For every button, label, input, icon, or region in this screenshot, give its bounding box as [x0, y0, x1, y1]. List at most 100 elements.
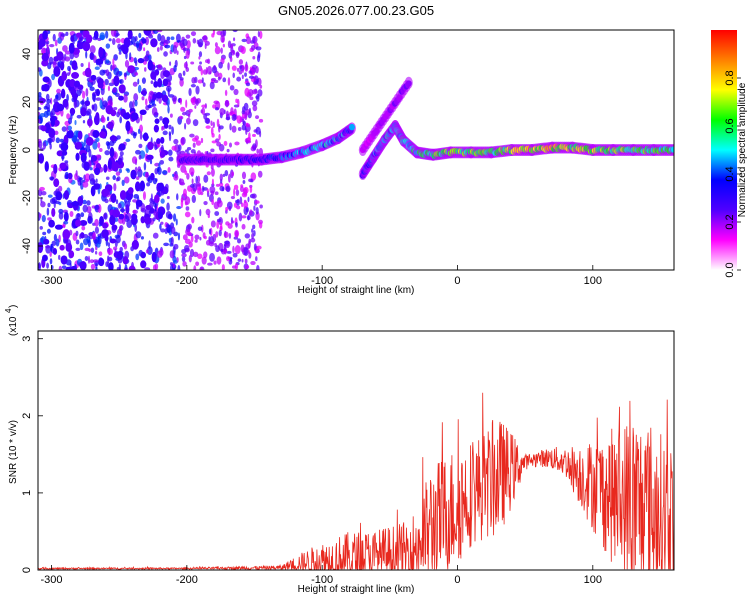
snr-x-tick-label: -300 — [41, 574, 63, 586]
spectrogram-cell — [92, 231, 97, 241]
spectrogram-cell — [222, 173, 226, 178]
spectrogram-cell — [256, 265, 260, 270]
spectrogram-cell — [194, 105, 197, 109]
spectrogram-cell — [95, 266, 98, 270]
spectrogram-cell — [130, 169, 137, 180]
spectrogram-cell — [231, 125, 237, 133]
spectrogram-cell — [113, 246, 118, 251]
spectrogram-cell — [63, 211, 69, 222]
spectrogram-cell — [142, 191, 146, 201]
spectrogram-cell — [46, 262, 49, 269]
spectrogram-cell — [185, 206, 190, 211]
spectrogram-cell — [160, 198, 165, 204]
spectrogram-cell — [68, 42, 75, 54]
spectrogram-cell — [45, 93, 50, 101]
spectrogram-cell — [184, 170, 188, 175]
spectrogram-cell — [132, 100, 135, 109]
spectrogram-cell — [214, 211, 220, 217]
spectrogram-cell — [97, 78, 104, 86]
spectrogram-cell — [91, 104, 95, 111]
spectrogram-cell — [82, 204, 88, 213]
spectrogram-cell — [157, 211, 163, 220]
spectrogram-cell — [184, 211, 191, 218]
spectrogram-cell — [56, 150, 64, 157]
spectrogram-cell — [233, 88, 239, 96]
spectrogram-cell — [244, 63, 249, 72]
spectrogram-cell — [79, 260, 87, 270]
spectrogram-cell — [53, 163, 58, 174]
spectrogram-cell — [94, 226, 99, 234]
spectrogram-cell — [231, 220, 235, 224]
spectrogram-cell — [147, 141, 154, 151]
spectrogram-cell — [48, 128, 56, 139]
spectrogram-cell — [55, 191, 63, 201]
spectrogram-cell — [109, 135, 117, 142]
spectrogram-cell — [87, 255, 91, 264]
spectrogram-cell — [213, 79, 219, 84]
spectrogram-cell — [130, 36, 136, 45]
spectrogram-cell — [141, 96, 145, 101]
spectrogram-cell — [244, 258, 248, 264]
spectrogram-cell — [253, 76, 257, 82]
spectrogram-cell — [255, 126, 261, 135]
spectrogram-cell — [173, 213, 177, 222]
spectrogram-x-tick-label: 100 — [584, 275, 602, 287]
snr-axes: -300 -200 -100 0 100 0 1 2 3 — [21, 336, 602, 586]
spectrogram-cell — [241, 215, 247, 219]
spectrogram-cell — [191, 137, 198, 142]
spectrogram-cell — [190, 149, 196, 154]
spectrogram-cell — [236, 76, 242, 82]
spectrogram-cell — [92, 140, 98, 150]
spectrogram-cell — [182, 70, 186, 76]
spectrogram-cell — [168, 213, 173, 220]
spectrogram-cell — [180, 136, 186, 145]
spectrogram-cell — [125, 138, 131, 142]
spectrogram-cell — [123, 176, 130, 184]
spectrogram-cell — [205, 239, 211, 246]
spectrogram-cell — [169, 113, 173, 118]
spectrogram-cell — [195, 85, 200, 95]
spectrogram-cell — [171, 126, 174, 135]
spectrogram-cell — [222, 30, 227, 37]
spectrogram-cell — [88, 173, 95, 182]
snr-y-exponent: (x10 4 ) — [4, 305, 19, 336]
spectrogram-cell — [251, 228, 254, 233]
spectrogram-cell — [97, 235, 100, 245]
spectrogram-cell — [226, 148, 230, 153]
spectrogram-cell — [154, 69, 160, 76]
spectrogram-cell — [253, 243, 257, 251]
spectrogram-cell — [105, 176, 110, 180]
spectrogram-cell — [66, 130, 74, 139]
spectrogram-cell — [93, 30, 99, 40]
spectrogram-cell — [192, 119, 199, 127]
spectrogram-cell — [41, 190, 47, 196]
spectrogram-cell — [108, 262, 114, 270]
spectrogram-cell — [148, 240, 151, 250]
spectrogram-cell — [232, 30, 238, 33]
spectrogram-cell — [228, 173, 231, 183]
spectrogram-cell — [181, 111, 187, 116]
spectrogram-cell — [162, 117, 170, 125]
spectrogram-cell — [199, 236, 202, 241]
spectrogram-cell — [248, 240, 251, 249]
spectrogram-cell — [230, 195, 236, 200]
spectrogram-cell — [162, 78, 169, 87]
spectrogram-cell — [212, 104, 217, 109]
spectrogram-cell — [61, 70, 68, 81]
spectrogram-cell — [225, 221, 230, 226]
spectrogram-cell — [104, 198, 109, 204]
spectrogram-cell — [179, 182, 186, 186]
spectrogram-cell — [91, 92, 96, 102]
spectrogram-cell — [143, 47, 146, 52]
spectrogram-cell — [222, 77, 227, 83]
spectrogram-cell — [224, 99, 229, 108]
spectrogram-cell — [139, 180, 146, 192]
spectrogram-cell — [182, 234, 188, 241]
spectrogram-cell — [231, 113, 237, 122]
spectrogram-cell — [177, 264, 181, 270]
spectrogram-cell — [187, 223, 192, 230]
spectrogram-cell — [140, 216, 145, 224]
spectrogram-cell — [210, 120, 213, 126]
spectrogram-cell — [132, 132, 137, 139]
spectrogram-cell — [216, 218, 222, 223]
